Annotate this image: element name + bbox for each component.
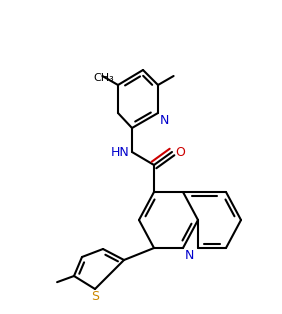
Text: CH₃: CH₃ [93, 73, 114, 83]
Text: N: N [160, 114, 169, 127]
Text: N: N [185, 249, 194, 262]
Text: S: S [91, 290, 99, 303]
Text: O: O [175, 145, 185, 159]
Text: HN: HN [111, 145, 130, 159]
